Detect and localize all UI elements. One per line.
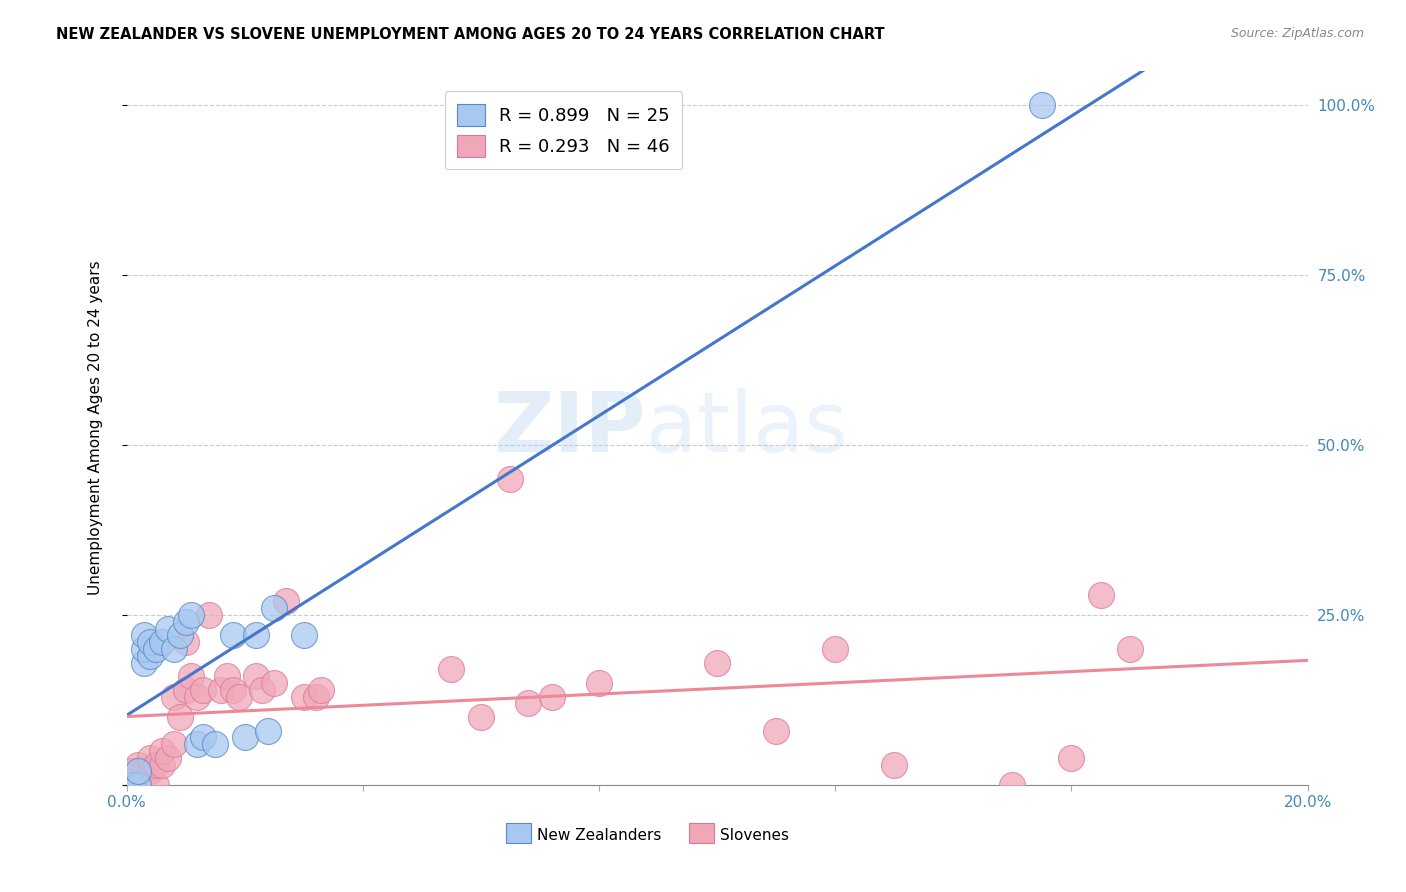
Point — [1031, 98, 1053, 112]
Point — [252, 682, 274, 697]
Point — [163, 642, 186, 657]
Point — [145, 778, 167, 792]
Text: atlas: atlas — [647, 388, 848, 468]
Point — [121, 778, 143, 792]
Point — [169, 628, 191, 642]
Point — [145, 642, 167, 657]
Legend: R = 0.899   N = 25, R = 0.293   N = 46: R = 0.899 N = 25, R = 0.293 N = 46 — [444, 91, 682, 169]
Point — [228, 690, 250, 704]
Point — [156, 622, 179, 636]
Text: Source: ZipAtlas.com: Source: ZipAtlas.com — [1230, 27, 1364, 40]
Point — [222, 682, 245, 697]
Point — [204, 737, 226, 751]
Point — [193, 682, 215, 697]
Point — [233, 731, 256, 745]
Point — [499, 472, 522, 486]
Point — [1060, 751, 1083, 765]
Point — [174, 682, 197, 697]
Y-axis label: Unemployment Among Ages 20 to 24 years: Unemployment Among Ages 20 to 24 years — [89, 260, 103, 596]
Point — [121, 778, 143, 792]
Point — [134, 764, 156, 779]
Point — [127, 778, 149, 792]
Point — [145, 757, 167, 772]
Point — [1119, 642, 1142, 657]
Text: NEW ZEALANDER VS SLOVENE UNEMPLOYMENT AMONG AGES 20 TO 24 YEARS CORRELATION CHAR: NEW ZEALANDER VS SLOVENE UNEMPLOYMENT AM… — [56, 27, 884, 42]
Point — [156, 751, 179, 765]
Point — [127, 757, 149, 772]
Point — [198, 608, 221, 623]
Point — [139, 635, 162, 649]
Text: Slovenes: Slovenes — [720, 829, 789, 843]
Point — [134, 642, 156, 657]
Point — [134, 656, 156, 670]
Point — [304, 690, 326, 704]
Point — [824, 642, 846, 657]
Point — [193, 731, 215, 745]
Point — [139, 751, 162, 765]
Point — [1001, 778, 1024, 792]
Point — [139, 648, 162, 663]
Point — [163, 690, 186, 704]
Point — [127, 764, 149, 779]
Point — [186, 737, 208, 751]
Point — [540, 690, 562, 704]
Point — [121, 764, 143, 779]
Point — [470, 710, 492, 724]
Point — [186, 690, 208, 704]
Point — [163, 737, 186, 751]
Point — [174, 635, 197, 649]
Point — [222, 628, 245, 642]
Point — [292, 690, 315, 704]
Point — [263, 676, 285, 690]
Point — [139, 764, 162, 779]
Point — [245, 628, 267, 642]
Point — [215, 669, 238, 683]
Point — [588, 676, 610, 690]
Point — [765, 723, 787, 738]
Point — [174, 615, 197, 629]
Point — [257, 723, 280, 738]
Point — [150, 757, 173, 772]
Text: ZIP: ZIP — [494, 388, 647, 468]
Point — [150, 744, 173, 758]
Point — [150, 635, 173, 649]
Point — [1090, 588, 1112, 602]
Point — [169, 710, 191, 724]
Point — [883, 757, 905, 772]
Point — [292, 628, 315, 642]
Point — [134, 628, 156, 642]
Point — [311, 682, 333, 697]
Point — [127, 778, 149, 792]
Point — [263, 601, 285, 615]
Point — [180, 608, 202, 623]
Point — [517, 697, 540, 711]
Point — [245, 669, 267, 683]
Point — [440, 662, 463, 676]
Point — [706, 656, 728, 670]
Point — [209, 682, 232, 697]
Text: New Zealanders: New Zealanders — [537, 829, 661, 843]
Point — [274, 594, 297, 608]
Point — [180, 669, 202, 683]
